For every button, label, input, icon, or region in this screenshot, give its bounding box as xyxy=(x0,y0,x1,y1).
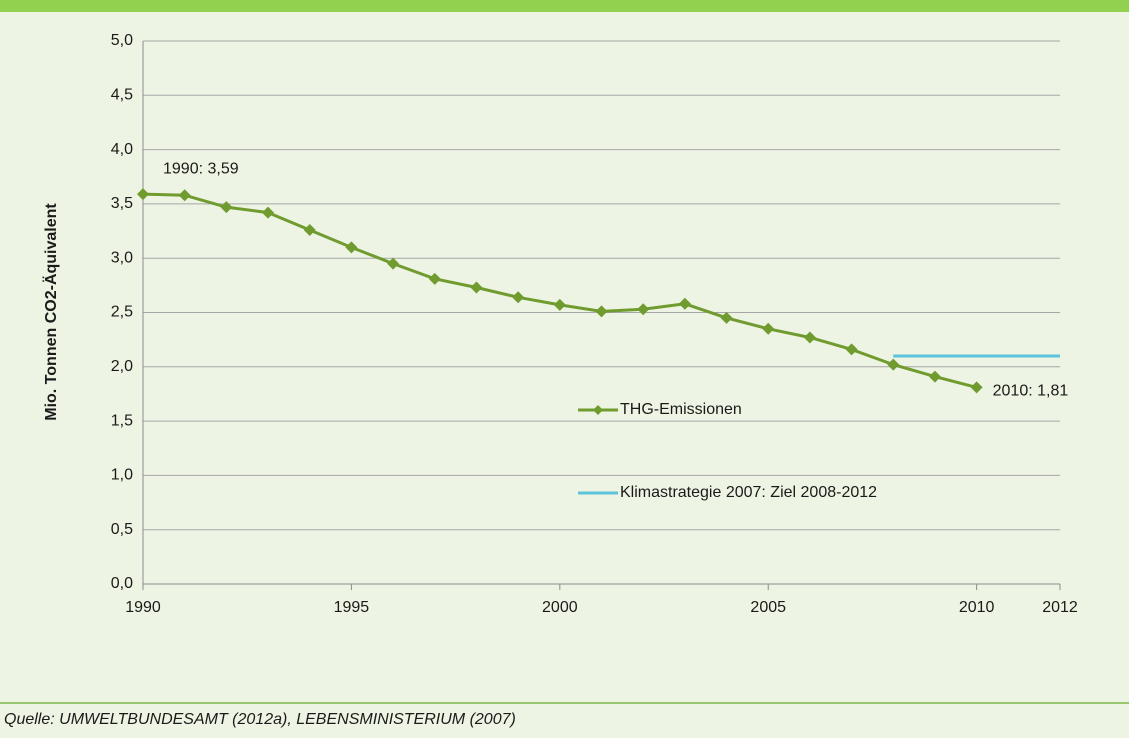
y-axis-label: Mio. Tonnen CO2-Äquivalent xyxy=(42,203,60,421)
legend-marker xyxy=(593,405,603,415)
x-tick-label: 2012 xyxy=(1042,599,1078,616)
marker xyxy=(803,331,816,344)
header-bar xyxy=(0,0,1129,12)
marker xyxy=(512,291,525,304)
marker xyxy=(387,257,400,270)
y-tick-label: 2,0 xyxy=(111,358,133,375)
marker xyxy=(678,297,691,310)
y-tick-label: 1,5 xyxy=(111,412,133,429)
y-tick-label: 1,0 xyxy=(111,467,133,484)
x-tick-label: 1995 xyxy=(334,599,370,616)
marker xyxy=(470,281,483,294)
y-tick-label: 5,0 xyxy=(111,32,133,49)
y-tick-label: 4,5 xyxy=(111,87,133,104)
marker xyxy=(178,189,191,202)
marker xyxy=(553,298,566,311)
x-tick-label: 1990 xyxy=(125,599,161,616)
marker xyxy=(637,303,650,316)
x-tick-label: 2005 xyxy=(750,599,786,616)
marker xyxy=(303,223,316,236)
marker xyxy=(887,358,900,371)
x-tick-label: 2000 xyxy=(542,599,578,616)
y-tick-label: 3,0 xyxy=(111,249,133,266)
annotation: 2010: 1,81 xyxy=(993,383,1069,400)
marker xyxy=(220,201,233,214)
legend-label: Klimastrategie 2007: Ziel 2008-2012 xyxy=(620,484,877,501)
marker xyxy=(262,206,275,219)
marker xyxy=(345,241,358,254)
marker xyxy=(595,305,608,318)
marker xyxy=(720,311,733,324)
marker xyxy=(970,381,983,394)
source: Quelle: UMWELTBUNDESAMT (2012a), LEBENSM… xyxy=(4,711,516,728)
y-tick-label: 0,0 xyxy=(111,575,133,592)
marker xyxy=(762,322,775,335)
annotation: 1990: 3,59 xyxy=(163,160,239,177)
y-tick-label: 0,5 xyxy=(111,521,133,538)
y-tick-label: 2,5 xyxy=(111,304,133,321)
y-tick-label: 3,5 xyxy=(111,195,133,212)
marker xyxy=(137,188,149,201)
marker xyxy=(928,370,941,383)
marker xyxy=(428,272,441,285)
y-tick-label: 4,0 xyxy=(111,141,133,158)
marker xyxy=(845,343,858,356)
series-line xyxy=(142,192,978,389)
legend-label: THG-Emissionen xyxy=(620,401,742,418)
x-tick-label: 2010 xyxy=(959,599,995,616)
